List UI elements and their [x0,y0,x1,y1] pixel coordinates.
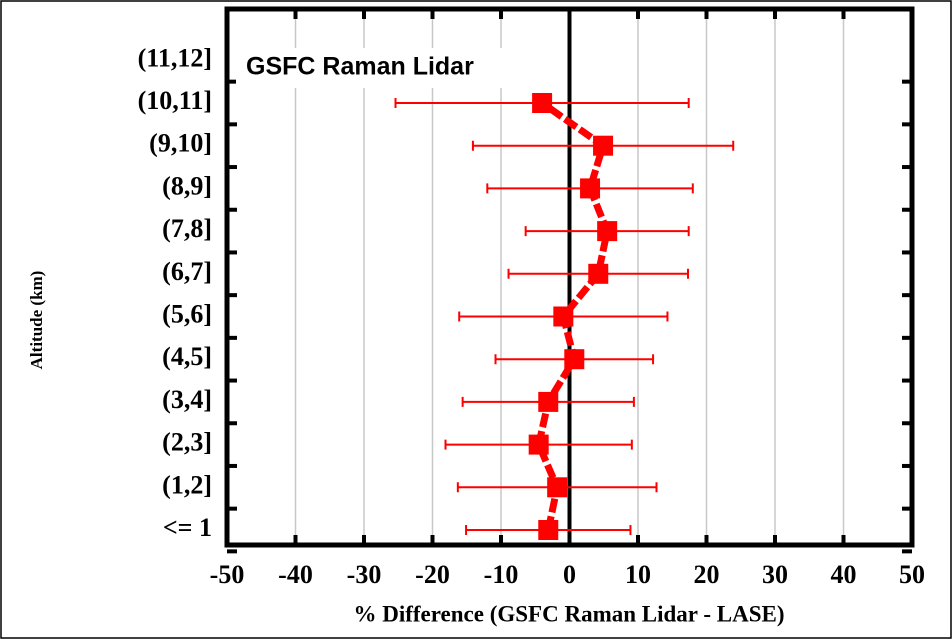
y-tick-label: (7,8] [162,214,212,243]
y-tick-label: (5,6] [162,299,212,328]
y-tick-label: (4,5] [162,342,212,371]
y-tick-label: <= 1 [163,513,212,542]
x-tick-label: 20 [694,560,720,589]
x-tick-label: -20 [415,560,450,589]
y-tick-label: (10,11] [138,86,212,115]
x-tick-label: 50 [899,560,925,589]
x-tick-label: 40 [831,560,857,589]
x-tick-label: -30 [347,560,382,589]
x-tick-label: 10 [625,560,651,589]
x-tick-label: -50 [210,560,245,589]
plot-frame [224,6,915,548]
y-tick-label: (3,4] [162,385,212,414]
marker [538,520,559,540]
y-tick-label: (8,9] [162,171,212,200]
marker [532,93,553,113]
y-tick-label: (2,3] [162,428,212,457]
x-axis-label: % Difference (GSFC Raman Lidar - LASE) [353,601,784,626]
marker [588,263,609,284]
marker [593,135,614,156]
y-tick-label: (9,10] [149,129,212,158]
marker [528,434,549,455]
marker [547,477,568,498]
y-tick-label: (6,7] [162,257,212,286]
annotation-bg [236,48,552,88]
marker [553,306,574,327]
x-tick-label: 0 [563,560,576,589]
marker [580,178,601,199]
x-tick-label: 30 [762,560,788,589]
marker [538,391,559,412]
x-tick-label: -10 [484,560,519,589]
marker [597,221,618,242]
y-tick-label: (1,2] [162,470,212,499]
annotation: GSFC Raman Lidar [246,53,474,81]
y-axis-label: Altitude (km) [27,271,46,370]
y-tick-label: (11,12] [138,43,212,72]
x-tick-label: -40 [278,560,313,589]
marker [564,349,585,370]
